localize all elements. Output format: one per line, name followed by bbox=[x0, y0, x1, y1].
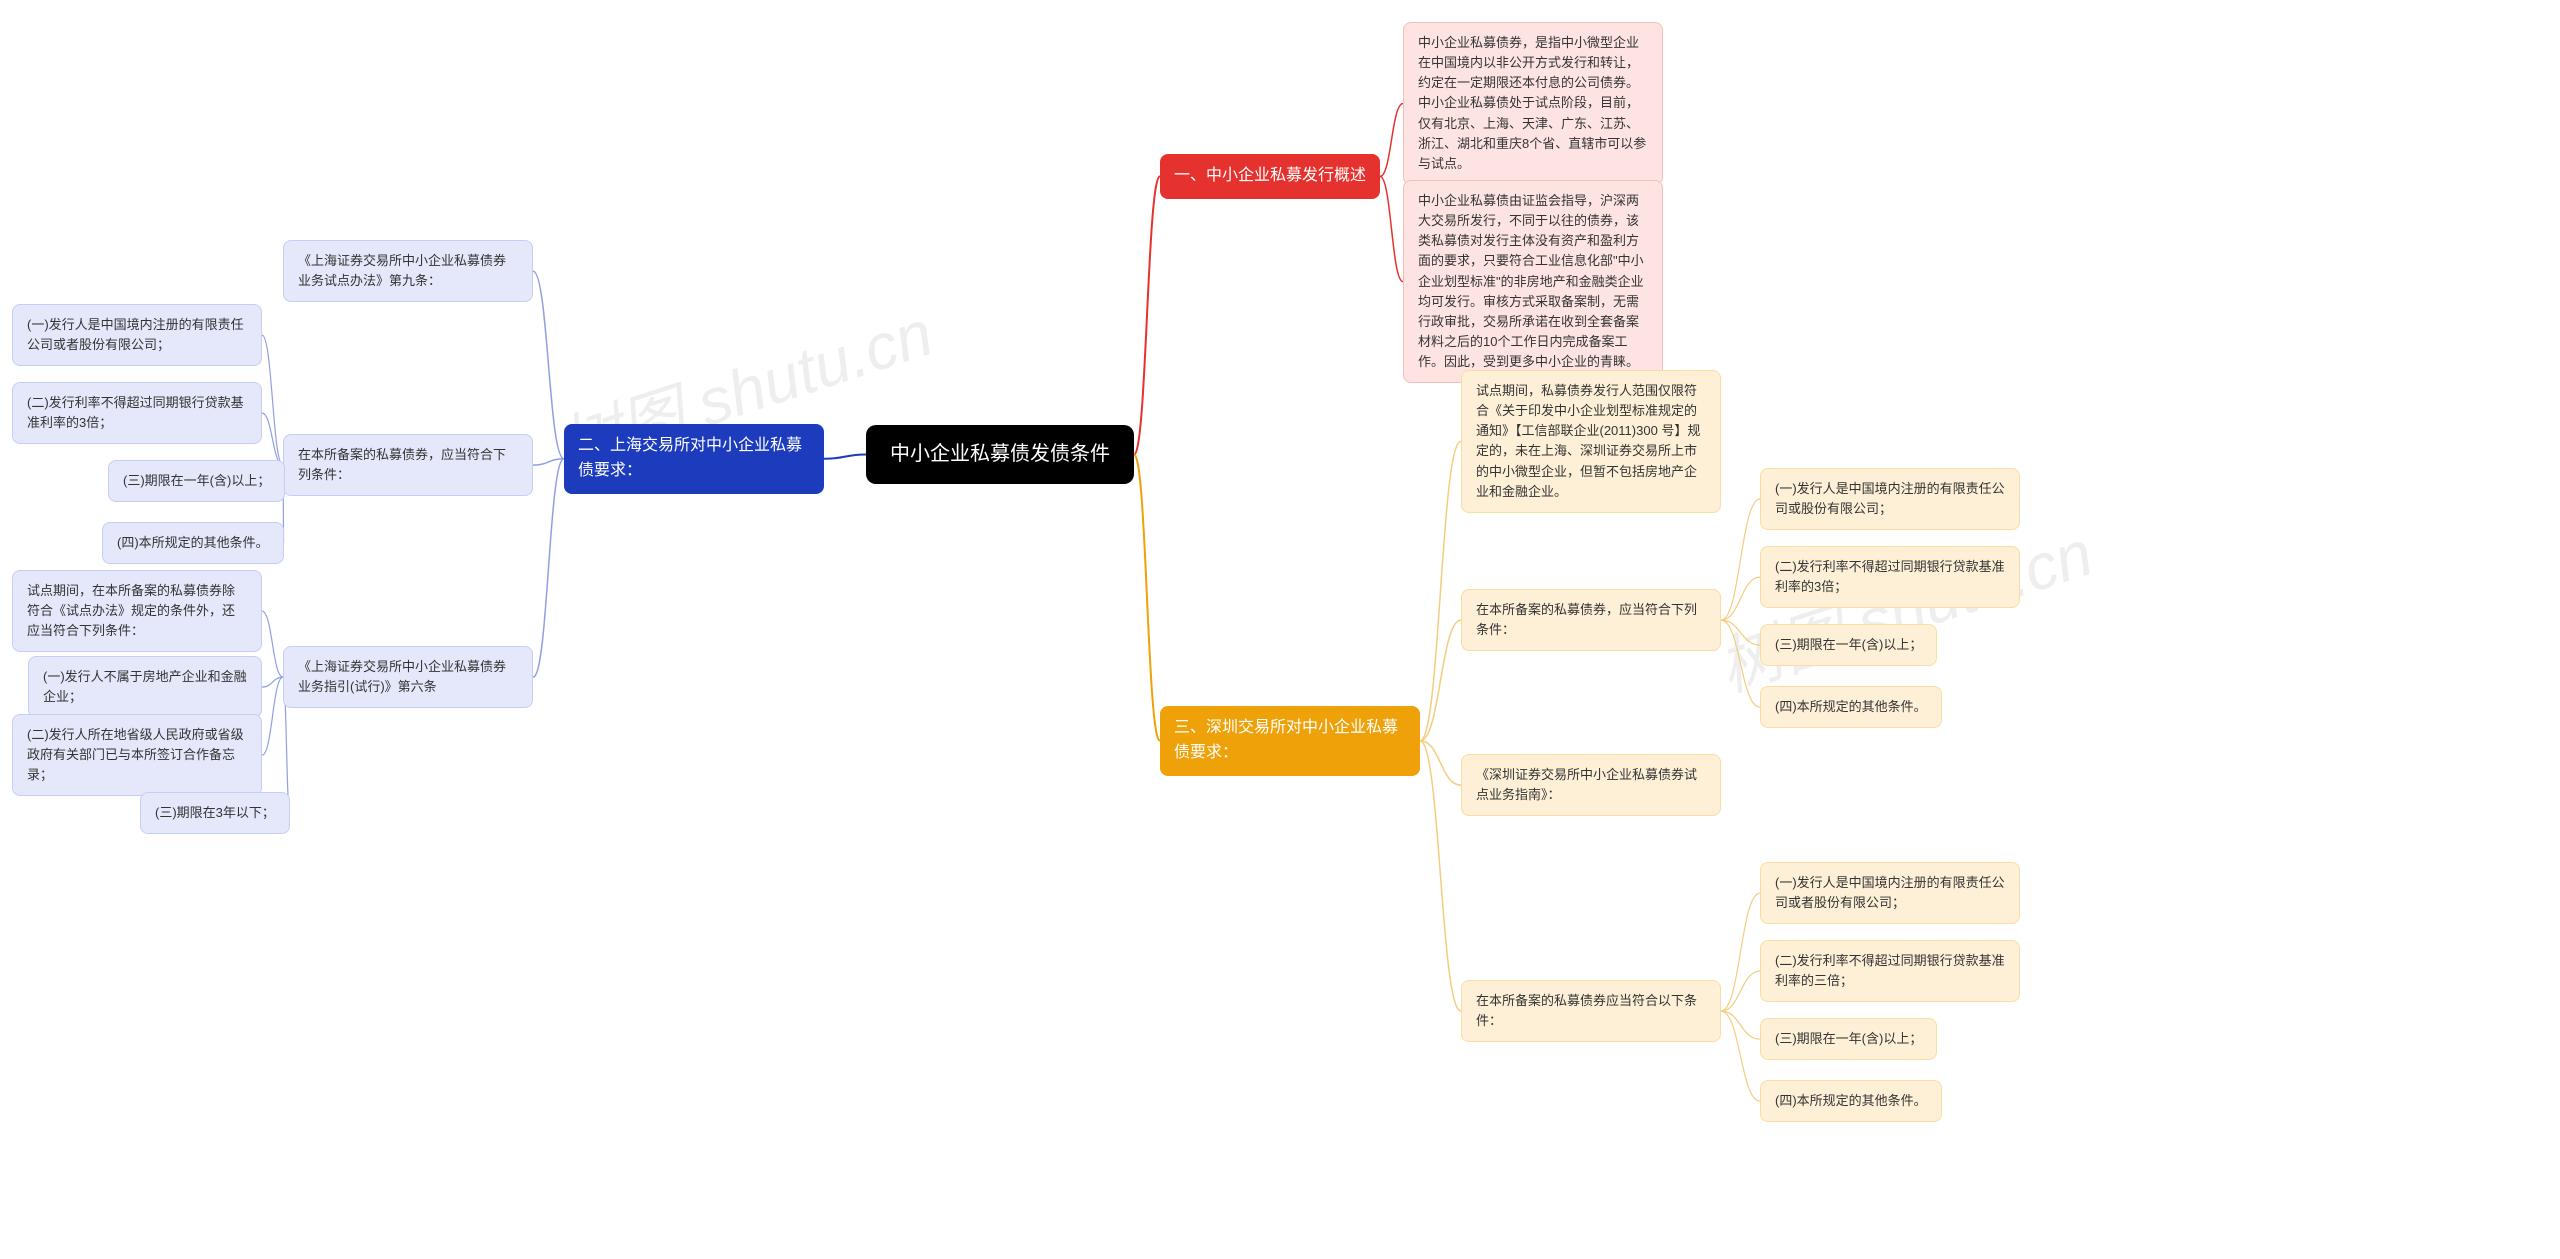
branch3-leaf: (四)本所规定的其他条件。 bbox=[1760, 686, 1942, 728]
branch2-title: 二、上海交易所对中小企业私募债要求： bbox=[564, 424, 824, 494]
branch2-mid: 《上海证券交易所中小企业私募债券业务试点办法》第九条： bbox=[283, 240, 533, 302]
branch3-leaf: (四)本所规定的其他条件。 bbox=[1760, 1080, 1942, 1122]
branch2-leaf: (三)期限在一年(含)以上； bbox=[108, 460, 285, 502]
branch2-leaf: (二)发行人所在地省级人民政府或省级政府有关部门已与本所签订合作备忘录； bbox=[12, 714, 262, 796]
branch3-leaf: (二)发行利率不得超过同期银行贷款基准利率的3倍； bbox=[1760, 546, 2020, 608]
branch3-leaf: (三)期限在一年(含)以上； bbox=[1760, 1018, 1937, 1060]
branch3-mid: 试点期间，私募债券发行人范围仅限符合《关于印发中小企业划型标准规定的通知》【工信… bbox=[1461, 370, 1721, 513]
branch3-mid: 《深圳证券交易所中小企业私募债券试点业务指南》： bbox=[1461, 754, 1721, 816]
branch2-leaf: (一)发行人不属于房地产企业和金融企业； bbox=[28, 656, 262, 718]
branch3-leaf: (一)发行人是中国境内注册的有限责任公司或者股份有限公司； bbox=[1760, 862, 2020, 924]
branch1-title: 一、中小企业私募发行概述 bbox=[1160, 154, 1380, 199]
branch3-mid: 在本所备案的私募债券应当符合以下条件： bbox=[1461, 980, 1721, 1042]
branch1-leaf: 中小企业私募债由证监会指导，沪深两大交易所发行，不同于以往的债券，该类私募债对发… bbox=[1403, 180, 1663, 383]
branch2-leaf: (三)期限在3年以下； bbox=[140, 792, 290, 834]
center-node: 中小企业私募债发债条件 bbox=[866, 425, 1134, 484]
branch2-leaf: (一)发行人是中国境内注册的有限责任公司或者股份有限公司； bbox=[12, 304, 262, 366]
branch3-leaf: (三)期限在一年(含)以上； bbox=[1760, 624, 1937, 666]
branch3-title: 三、深圳交易所对中小企业私募债要求： bbox=[1160, 706, 1420, 776]
branch3-leaf: (二)发行利率不得超过同期银行贷款基准利率的三倍； bbox=[1760, 940, 2020, 1002]
branch2-leaf: (四)本所规定的其他条件。 bbox=[102, 522, 284, 564]
branch1-leaf: 中小企业私募债券，是指中小微型企业在中国境内以非公开方式发行和转让，约定在一定期… bbox=[1403, 22, 1663, 185]
branch3-mid: 在本所备案的私募债券，应当符合下列条件： bbox=[1461, 589, 1721, 651]
branch2-mid: 在本所备案的私募债券，应当符合下列条件： bbox=[283, 434, 533, 496]
branch3-leaf: (一)发行人是中国境内注册的有限责任公司或股份有限公司； bbox=[1760, 468, 2020, 530]
branch2-mid: 《上海证券交易所中小企业私募债券业务指引(试行)》第六条 bbox=[283, 646, 533, 708]
branch2-leaf: (二)发行利率不得超过同期银行贷款基准利率的3倍； bbox=[12, 382, 262, 444]
branch2-leaf: 试点期间，在本所备案的私募债券除符合《试点办法》规定的条件外，还应当符合下列条件… bbox=[12, 570, 262, 652]
